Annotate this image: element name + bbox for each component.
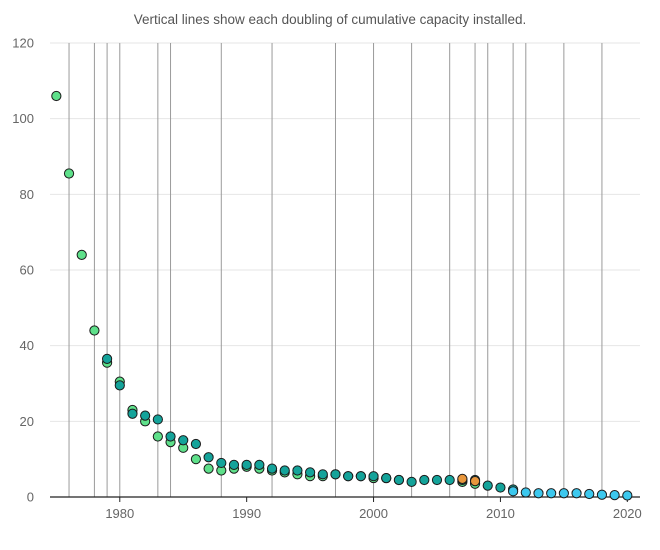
x-axis: 1980 1990 2000 2010 2020	[50, 496, 642, 521]
series-green-point	[203, 463, 214, 474]
x-tick-label: 2020	[613, 506, 642, 521]
series-teal-point	[114, 380, 125, 391]
series-teal-point	[355, 471, 366, 482]
series-green-point	[89, 325, 100, 336]
series-teal-point	[127, 408, 138, 419]
x-tick-label: 1990	[232, 506, 261, 521]
series-teal-point	[165, 431, 176, 442]
series-teal-point	[216, 457, 227, 469]
y-tick-label: 0	[27, 490, 34, 505]
series-teal-point	[482, 480, 493, 491]
series-teal-point	[228, 459, 240, 470]
series-blue-point	[571, 488, 582, 499]
series-teal-point	[381, 472, 392, 484]
series-orange-point	[457, 473, 468, 484]
data-points	[51, 90, 633, 501]
series-teal-point	[292, 465, 303, 476]
y-tick-label: 20	[20, 414, 34, 429]
x-tick-label: 2010	[486, 506, 515, 521]
x-tick-label: 2000	[359, 506, 388, 521]
series-teal-point	[305, 467, 316, 478]
series-teal-point	[178, 435, 189, 446]
series-teal-point	[203, 452, 214, 463]
series-teal-point	[368, 471, 379, 482]
series-teal-point	[254, 459, 265, 470]
series-blue-point	[546, 488, 557, 499]
y-axis: 0 20 40 60 80 100 120	[12, 36, 34, 505]
series-teal-point	[266, 463, 278, 474]
series-teal-point	[419, 474, 430, 486]
x-tick-label: 1980	[105, 506, 134, 521]
series-teal-point	[330, 469, 341, 480]
series-blue-point	[520, 487, 531, 498]
series-teal-point	[343, 471, 354, 482]
series-teal-point	[431, 474, 443, 486]
series-teal-point	[444, 474, 455, 486]
series-teal-point	[393, 474, 405, 486]
series-teal-point	[406, 476, 417, 487]
series-teal-point	[279, 465, 290, 476]
series-orange-point	[469, 476, 481, 487]
series-blue-point	[533, 488, 544, 499]
series-teal-point	[241, 459, 252, 470]
series-blue-point	[508, 486, 519, 497]
series-green-point	[63, 168, 75, 179]
y-tick-label: 100	[12, 111, 34, 126]
series-green-point	[190, 454, 202, 465]
series-blue-point	[596, 489, 608, 500]
series-teal-point	[495, 482, 506, 493]
chart-subtitle: Vertical lines show each doubling of cum…	[133, 12, 527, 27]
series-teal-point	[317, 469, 328, 480]
series-blue-point	[609, 490, 620, 501]
y-tick-label: 120	[12, 36, 34, 51]
series-teal-point	[101, 353, 113, 365]
series-blue-point	[584, 488, 595, 500]
y-tick-label: 60	[20, 263, 34, 278]
series-green-point	[76, 249, 87, 260]
series-blue-point	[558, 488, 569, 499]
y-tick-label: 80	[20, 187, 34, 202]
series-blue-point	[622, 490, 633, 501]
y-tick-label: 40	[20, 338, 34, 353]
gridlines	[50, 42, 640, 422]
series-teal-point	[152, 414, 163, 425]
series-teal-point	[190, 438, 202, 450]
series-teal-point	[140, 410, 151, 421]
series-green-point	[152, 431, 163, 442]
series-green-point	[51, 90, 62, 102]
